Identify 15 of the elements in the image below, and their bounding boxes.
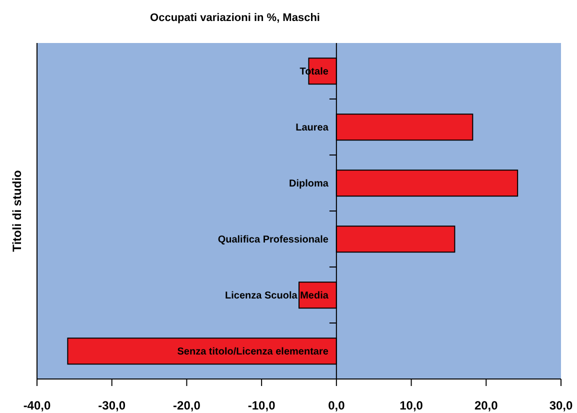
x-tick-label: -30,0 [98,398,126,413]
x-tick-label: 0,0 [328,398,346,413]
x-tick-label: 10,0 [400,398,424,413]
x-tick-label: -20,0 [173,398,201,413]
y-tick-label: Licenza Scuola Media [225,290,329,302]
x-tick-label: -40,0 [23,398,51,413]
y-tick-label: Qualifica Professionale [218,234,329,246]
chart-title: Occupati variazioni in %, Maschi [149,12,321,25]
y-tick-label: Senza titolo/Licenza elementare [177,346,329,358]
y-axis-title: Titoli di studio [10,170,24,252]
x-tick-label: -10,0 [248,398,276,413]
x-tick-label: 20,0 [474,398,498,413]
y-tick-label: Diploma [288,178,329,190]
y-tick-label: Laurea [296,122,329,134]
x-tick-label: 30,0 [549,398,573,413]
